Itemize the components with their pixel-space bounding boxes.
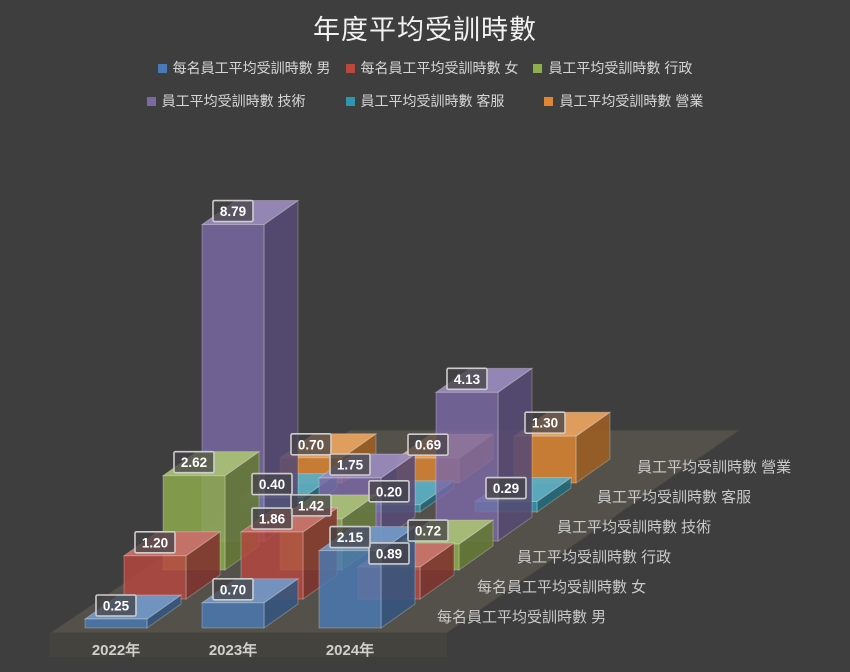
legend-label: 員工平均受訓時數 技術 — [161, 93, 306, 109]
value-label-box — [95, 594, 137, 617]
value-label-box — [329, 525, 371, 549]
category-axis-label-1: 2023年 — [209, 641, 257, 659]
value-label-box — [368, 479, 410, 503]
value-label-box — [329, 453, 371, 476]
legend-label: 員工平均受訓時數 營業 — [559, 93, 704, 109]
legend-swatch-icon — [544, 96, 554, 106]
value-label-series-0-cat-0: 0.25 — [95, 594, 137, 617]
value-label-text: 1.42 — [298, 498, 324, 513]
bar-front-face — [123, 555, 187, 600]
value-label-box — [290, 432, 332, 456]
value-label-box — [251, 472, 293, 496]
value-label-series-4-cat-0: 0.40 — [251, 472, 293, 496]
legend-swatch-icon — [146, 96, 156, 106]
value-label-series-3-cat-0: 8.79 — [212, 199, 254, 223]
value-label-text: 0.40 — [259, 477, 285, 492]
value-label-text: 1.86 — [259, 512, 286, 527]
value-label-text: 0.72 — [415, 524, 441, 539]
bar-side-face — [497, 367, 533, 542]
value-label-box — [173, 450, 215, 474]
value-label-text: 0.70 — [298, 437, 324, 452]
value-label-text: 1.75 — [337, 458, 364, 473]
value-label-box — [446, 367, 488, 391]
value-label-text: 0.89 — [376, 546, 402, 561]
series-axis-label-2: 員工平均受訓時數 行政 — [517, 549, 671, 566]
value-label-text: 2.62 — [181, 455, 207, 470]
legend-item-series-4[interactable]: 員工平均受訓時數 客服 — [345, 91, 505, 111]
value-label-text: 0.29 — [493, 481, 519, 496]
series-axis-label-0: 每名員工平均受訓時數 男 — [437, 609, 606, 626]
value-label-series-3-cat-2: 4.13 — [446, 367, 488, 391]
value-label-box — [407, 433, 449, 456]
value-label-text: 0.25 — [103, 599, 130, 614]
legend-item-series-3[interactable]: 員工平均受訓時數 技術 — [146, 91, 306, 111]
legend-item-series-5[interactable]: 員工平均受訓時數 營業 — [544, 91, 703, 111]
value-label-series-0-cat-2: 2.15 — [329, 525, 371, 549]
value-label-text: 1.20 — [142, 535, 168, 550]
value-label-box — [134, 530, 176, 554]
bar-series-1-cat-0[interactable] — [122, 530, 222, 600]
legend-item-series-0[interactable]: 每名員工平均受訓時數 男 — [157, 58, 331, 78]
value-label-series-1-cat-1: 1.86 — [251, 507, 293, 530]
value-label-series-2-cat-1: 1.42 — [290, 494, 332, 517]
legend-item-series-1[interactable]: 每名員工平均受訓時數 女 — [345, 58, 519, 78]
value-label-box — [407, 519, 449, 542]
value-label-series-5-cat-0: 0.70 — [290, 432, 332, 456]
value-label-series-2-cat-2: 0.72 — [407, 519, 449, 542]
bar-front-face — [84, 618, 148, 629]
value-label-series-1-cat-2: 0.89 — [368, 542, 410, 565]
value-label-text: 0.69 — [415, 438, 441, 453]
value-label-series-4-cat-1: 0.20 — [368, 479, 410, 503]
legend-label: 員工平均受訓時數 客服 — [360, 93, 505, 109]
value-label-box — [251, 507, 293, 530]
legend-label: 每名員工平均受訓時數 男 — [172, 60, 331, 76]
value-label-text: 0.20 — [376, 484, 402, 499]
value-label-series-5-cat-2: 1.30 — [524, 411, 566, 435]
value-label-box — [212, 199, 254, 223]
chart-title: 年度平均受訓時數 — [313, 15, 537, 45]
value-label-series-4-cat-2: 0.29 — [485, 476, 527, 500]
legend: 每名員工平均受訓時數 男 每名員工平均受訓時數 女 員工平均受訓時數 行政員工平均受… — [0, 58, 850, 111]
legend-swatch-icon — [345, 96, 355, 106]
bar-front-face — [435, 391, 499, 542]
legend-item-series-2[interactable]: 員工平均受訓時數 行政 — [533, 58, 692, 78]
bar-series-3-cat-2[interactable] — [434, 367, 534, 542]
value-label-series-3-cat-1: 1.75 — [329, 453, 371, 476]
value-label-box — [212, 577, 254, 601]
value-label-box — [368, 542, 410, 565]
series-axis-label-1: 每名員工平均受訓時數 女 — [477, 578, 646, 596]
value-label-series-5-cat-1: 0.69 — [407, 433, 449, 456]
value-label-series-1-cat-0: 1.20 — [134, 530, 176, 554]
category-axis-label-2: 2024年 — [326, 641, 374, 659]
series-axis-label-4: 員工平均受訓時數 客服 — [597, 489, 751, 506]
legend-swatch-icon — [345, 63, 355, 73]
floor-front-edge — [50, 633, 447, 657]
series-axis-label-5: 員工平均受訓時數 營業 — [637, 459, 791, 476]
category-axis-label-0: 2022年 — [92, 641, 140, 659]
legend-swatch-icon — [157, 63, 167, 73]
legend-row: 每名員工平均受訓時數 男 每名員工平均受訓時數 女 員工平均受訓時數 行政 — [157, 58, 692, 78]
value-label-series-0-cat-1: 0.70 — [212, 577, 254, 601]
value-label-box — [290, 494, 332, 517]
value-label-text: 8.79 — [220, 204, 246, 219]
value-label-text: 4.13 — [454, 372, 481, 387]
value-label-text: 0.70 — [220, 582, 246, 597]
value-label-box — [524, 411, 566, 435]
value-label-text: 1.30 — [532, 416, 558, 431]
legend-swatch-icon — [533, 63, 543, 73]
legend-label: 每名員工平均受訓時數 女 — [360, 60, 519, 76]
legend-label: 員工平均受訓時數 行政 — [548, 60, 693, 76]
legend-row: 員工平均受訓時數 技術 員工平均受訓時數 客服 員工平均受訓時數 營業 — [146, 91, 703, 111]
bar-front-face — [201, 602, 265, 629]
value-label-text: 2.15 — [337, 530, 364, 545]
series-axis-label-3: 員工平均受訓時數 技術 — [557, 519, 711, 536]
value-label-box — [485, 476, 527, 500]
value-label-series-2-cat-0: 2.62 — [173, 450, 215, 474]
